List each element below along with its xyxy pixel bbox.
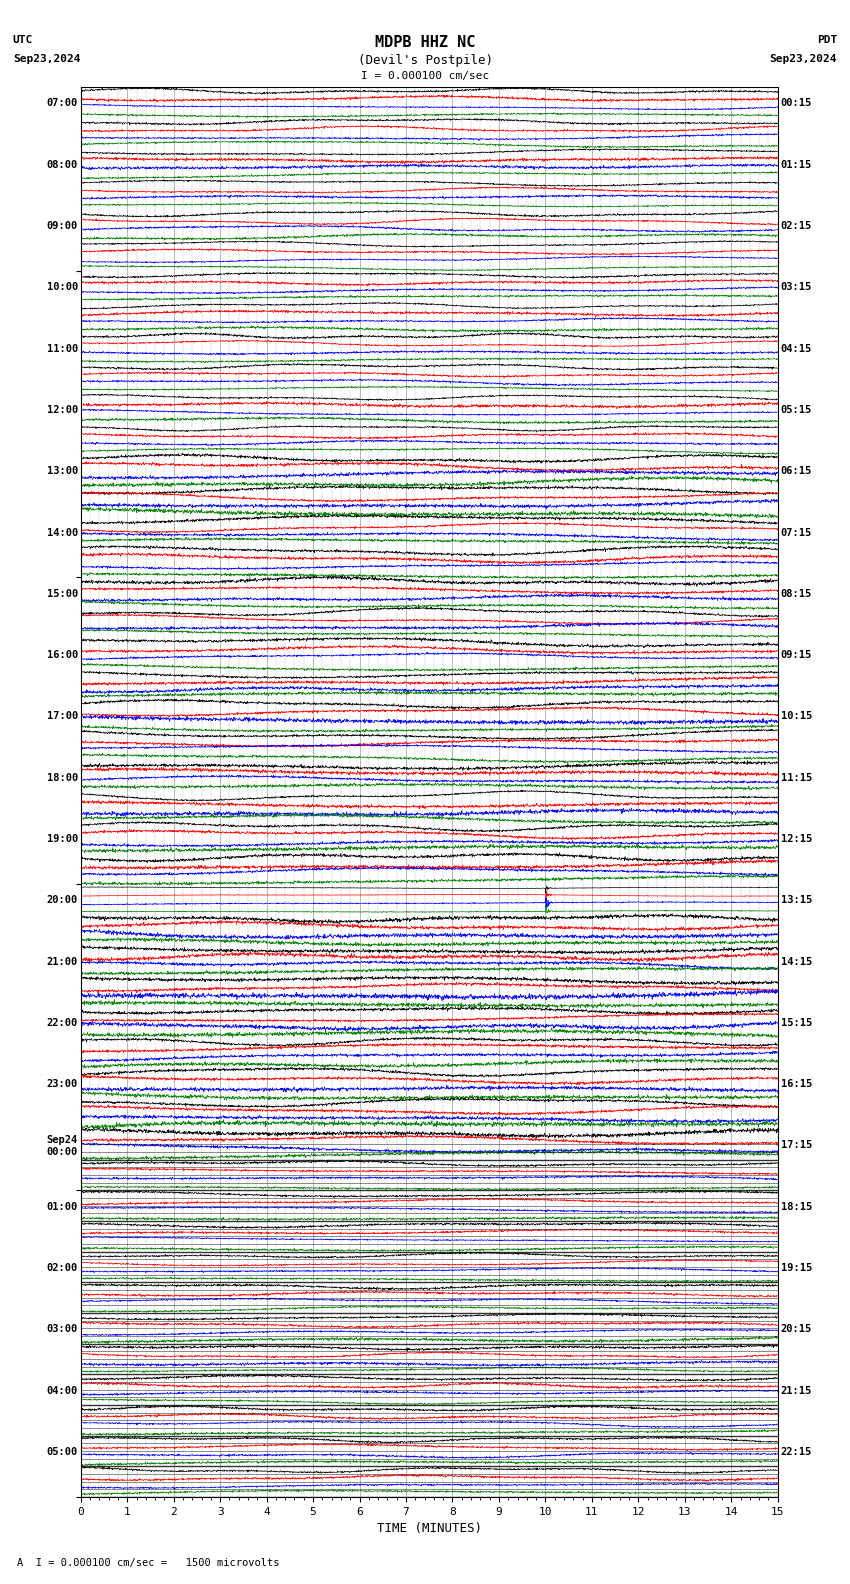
Text: UTC: UTC xyxy=(13,35,33,44)
Text: (Devil's Postpile): (Devil's Postpile) xyxy=(358,54,492,67)
Text: A  I = 0.000100 cm/sec =   1500 microvolts: A I = 0.000100 cm/sec = 1500 microvolts xyxy=(17,1559,280,1568)
X-axis label: TIME (MINUTES): TIME (MINUTES) xyxy=(377,1522,482,1535)
Text: Sep23,2024: Sep23,2024 xyxy=(770,54,837,63)
Text: PDT: PDT xyxy=(817,35,837,44)
Text: Sep23,2024: Sep23,2024 xyxy=(13,54,80,63)
Text: I = 0.000100 cm/sec: I = 0.000100 cm/sec xyxy=(361,71,489,81)
Text: MDPB HHZ NC: MDPB HHZ NC xyxy=(375,35,475,49)
